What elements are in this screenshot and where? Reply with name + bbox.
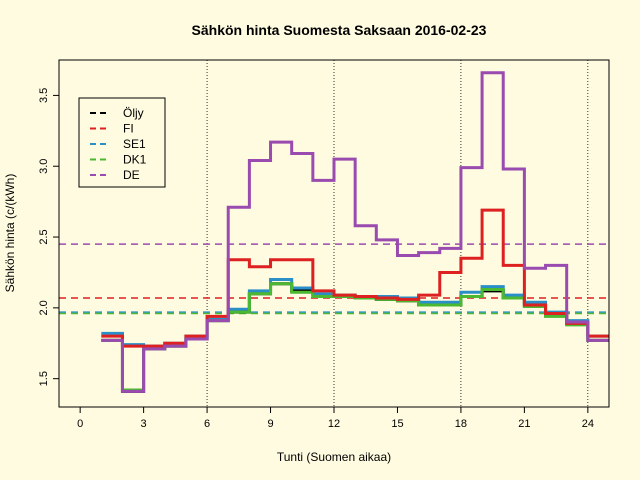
y-tick-label-3: 3.0 <box>38 159 50 174</box>
y-axis: 1.5 2.0 2.5 3.0 3.5 <box>38 88 59 386</box>
x-axis: 0 3 6 9 12 15 18 21 24 <box>77 407 594 430</box>
x-tick-label-18: 18 <box>455 418 467 430</box>
y-tick-label-2.5: 2.5 <box>38 229 50 244</box>
legend-label-se1: SE1 <box>123 137 146 151</box>
series-lines <box>101 71 609 393</box>
legend-label-oljy: Öljy <box>123 106 144 120</box>
x-tick-label-24: 24 <box>582 418 594 430</box>
legend-box <box>78 97 166 188</box>
series-fi <box>101 208 609 348</box>
legend-label-fi: FI <box>123 122 134 136</box>
y-tick-label-3.5: 3.5 <box>38 88 50 103</box>
x-tick-label-6: 6 <box>204 418 210 430</box>
y-tick-label-2: 2.0 <box>38 300 50 315</box>
y-axis-label: Sähkön hinta (c/(kWh) <box>3 174 17 293</box>
x-tick-label-21: 21 <box>518 418 530 430</box>
series-dk1 <box>101 282 609 392</box>
series-oljy <box>101 282 609 393</box>
x-tick-label-0: 0 <box>77 418 83 430</box>
legend-label-de: DE <box>123 168 140 182</box>
x-tick-label-3: 3 <box>141 418 147 430</box>
x-axis-label: Tunti (Suomen aikaa) <box>277 450 391 464</box>
legend-label-dk1: DK1 <box>123 153 147 167</box>
x-tick-label-9: 9 <box>267 418 273 430</box>
y-tick-label-1.5: 1.5 <box>38 371 50 386</box>
x-tick-label-12: 12 <box>328 418 340 430</box>
grid-lines <box>206 60 589 407</box>
chart-title: Sähkön hinta Suomesta Saksaan 2016-02-23 <box>192 22 487 38</box>
series-de <box>101 71 609 393</box>
x-tick-label-15: 15 <box>391 418 403 430</box>
